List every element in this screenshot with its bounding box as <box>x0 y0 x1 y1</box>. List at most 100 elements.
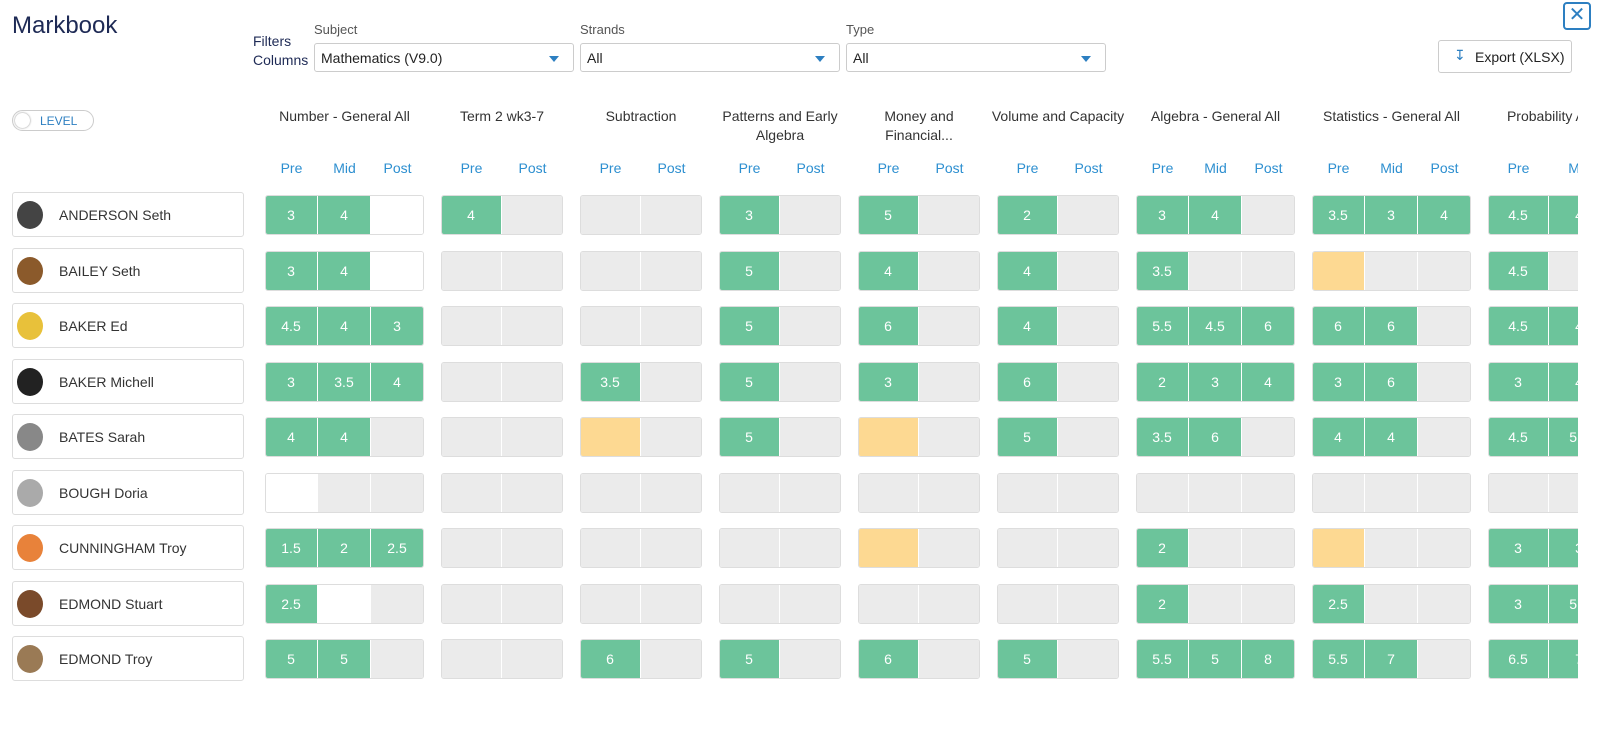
mark-cell[interactable] <box>502 473 562 512</box>
mark-cell[interactable]: 4.5 <box>266 307 318 345</box>
mark-cell[interactable]: 3.5 <box>581 362 641 401</box>
mark-cell[interactable]: 4 <box>318 251 371 290</box>
mark-cell[interactable] <box>1365 529 1418 567</box>
mark-cell[interactable] <box>1189 473 1242 512</box>
mark-cell[interactable] <box>442 251 502 290</box>
filter-select[interactable]: Mathematics (V9.0) <box>314 43 574 72</box>
mark-cell[interactable] <box>641 584 701 623</box>
mark-cell[interactable] <box>1549 251 1578 290</box>
mark-cell[interactable] <box>780 418 840 456</box>
mark-cell[interactable] <box>859 529 919 567</box>
mark-cell[interactable] <box>1418 251 1470 290</box>
mark-cell[interactable] <box>581 418 641 456</box>
mark-cell[interactable]: 4 <box>859 251 919 290</box>
column-subheader[interactable]: Post <box>1430 160 1459 176</box>
mark-cell[interactable] <box>1058 251 1118 290</box>
mark-cell[interactable]: 3 <box>1365 196 1418 234</box>
mark-cell[interactable]: 4 <box>1365 418 1418 456</box>
mark-cell[interactable] <box>581 196 641 234</box>
column-subheader[interactable]: Pre <box>1016 160 1039 176</box>
mark-cell[interactable] <box>998 584 1058 623</box>
mark-cell[interactable] <box>1418 584 1470 623</box>
mark-cell[interactable] <box>442 362 502 401</box>
mark-cell[interactable] <box>859 418 919 456</box>
mark-cell[interactable] <box>442 307 502 345</box>
mark-cell[interactable]: 2 <box>1137 362 1189 401</box>
mark-cell[interactable]: 3.5 <box>1137 251 1189 290</box>
mark-cell[interactable]: 4 <box>998 307 1058 345</box>
mark-cell[interactable]: 4 <box>1418 196 1470 234</box>
mark-cell[interactable]: 4 <box>442 196 502 234</box>
mark-cell[interactable] <box>502 529 562 567</box>
mark-cell[interactable] <box>780 362 840 401</box>
mark-cell[interactable] <box>1418 362 1470 401</box>
mark-cell[interactable] <box>1058 584 1118 623</box>
mark-cell[interactable] <box>1058 362 1118 401</box>
mark-cell[interactable]: 6 <box>859 640 919 678</box>
mark-cell[interactable]: 4 <box>266 418 318 456</box>
mark-cell[interactable] <box>780 251 840 290</box>
column-subheader[interactable]: Pre <box>1507 160 1530 176</box>
column-subheader[interactable]: Post <box>796 160 825 176</box>
mark-cell[interactable] <box>1058 640 1118 678</box>
mark-cell[interactable]: 5.5 <box>1137 307 1189 345</box>
mark-cell[interactable] <box>1242 529 1294 567</box>
column-subheader[interactable]: Post <box>518 160 547 176</box>
mark-cell[interactable] <box>859 473 919 512</box>
mark-cell[interactable]: 3 <box>1549 529 1578 567</box>
mark-cell[interactable] <box>1549 473 1578 512</box>
mark-cell[interactable]: 3 <box>1313 362 1365 401</box>
student-row-name[interactable]: CUNNINGHAM Troy <box>12 525 244 570</box>
mark-cell[interactable] <box>1058 307 1118 345</box>
mark-cell[interactable]: 2 <box>998 196 1058 234</box>
mark-cell[interactable]: 4.5 <box>1189 307 1242 345</box>
mark-cell[interactable] <box>1242 196 1294 234</box>
mark-cell[interactable]: 3 <box>1489 529 1549 567</box>
mark-cell[interactable]: 6 <box>1189 418 1242 456</box>
mark-cell[interactable] <box>919 418 979 456</box>
column-subheader[interactable]: Pre <box>1327 160 1350 176</box>
column-subheader[interactable]: Mid <box>1380 160 1403 176</box>
mark-cell[interactable]: 4 <box>1549 307 1578 345</box>
mark-cell[interactable]: 3 <box>371 307 423 345</box>
mark-cell[interactable]: 5 <box>1189 640 1242 678</box>
mark-cell[interactable] <box>442 584 502 623</box>
mark-cell[interactable]: 6 <box>1313 307 1365 345</box>
mark-cell[interactable]: 6 <box>1365 362 1418 401</box>
mark-cell[interactable] <box>442 473 502 512</box>
mark-cell[interactable] <box>919 307 979 345</box>
student-row-name[interactable]: ANDERSON Seth <box>12 192 244 237</box>
mark-cell[interactable]: 4 <box>998 251 1058 290</box>
mark-cell[interactable] <box>371 473 423 512</box>
mark-cell[interactable] <box>859 584 919 623</box>
mark-cell[interactable] <box>919 196 979 234</box>
mark-cell[interactable] <box>1313 251 1365 290</box>
mark-cell[interactable] <box>1058 529 1118 567</box>
mark-cell[interactable]: 3 <box>266 196 318 234</box>
mark-cell[interactable]: 4.5 <box>1489 307 1549 345</box>
mark-cell[interactable]: 6 <box>859 307 919 345</box>
mark-cell[interactable] <box>641 640 701 678</box>
mark-cell[interactable] <box>919 473 979 512</box>
student-row-name[interactable]: BOUGH Doria <box>12 469 244 515</box>
mark-cell[interactable] <box>1189 529 1242 567</box>
close-button[interactable]: ✕ <box>1563 2 1591 30</box>
mark-cell[interactable] <box>371 640 423 678</box>
mark-cell[interactable]: 3 <box>1489 362 1549 401</box>
mark-cell[interactable] <box>581 584 641 623</box>
mark-cell[interactable]: 3.5 <box>1313 196 1365 234</box>
mark-cell[interactable]: 6 <box>581 640 641 678</box>
mark-cell[interactable] <box>780 529 840 567</box>
mark-cell[interactable]: 7 <box>1549 640 1578 678</box>
mark-cell[interactable] <box>1418 307 1470 345</box>
mark-cell[interactable] <box>641 473 701 512</box>
mark-cell[interactable] <box>641 529 701 567</box>
mark-cell[interactable] <box>1313 529 1365 567</box>
mark-cell[interactable] <box>919 529 979 567</box>
mark-cell[interactable] <box>1242 251 1294 290</box>
mark-cell[interactable]: 6 <box>998 362 1058 401</box>
mark-cell[interactable] <box>919 362 979 401</box>
mark-cell[interactable] <box>998 473 1058 512</box>
mark-cell[interactable] <box>1489 473 1549 512</box>
mark-cell[interactable]: 3.5 <box>318 362 371 401</box>
